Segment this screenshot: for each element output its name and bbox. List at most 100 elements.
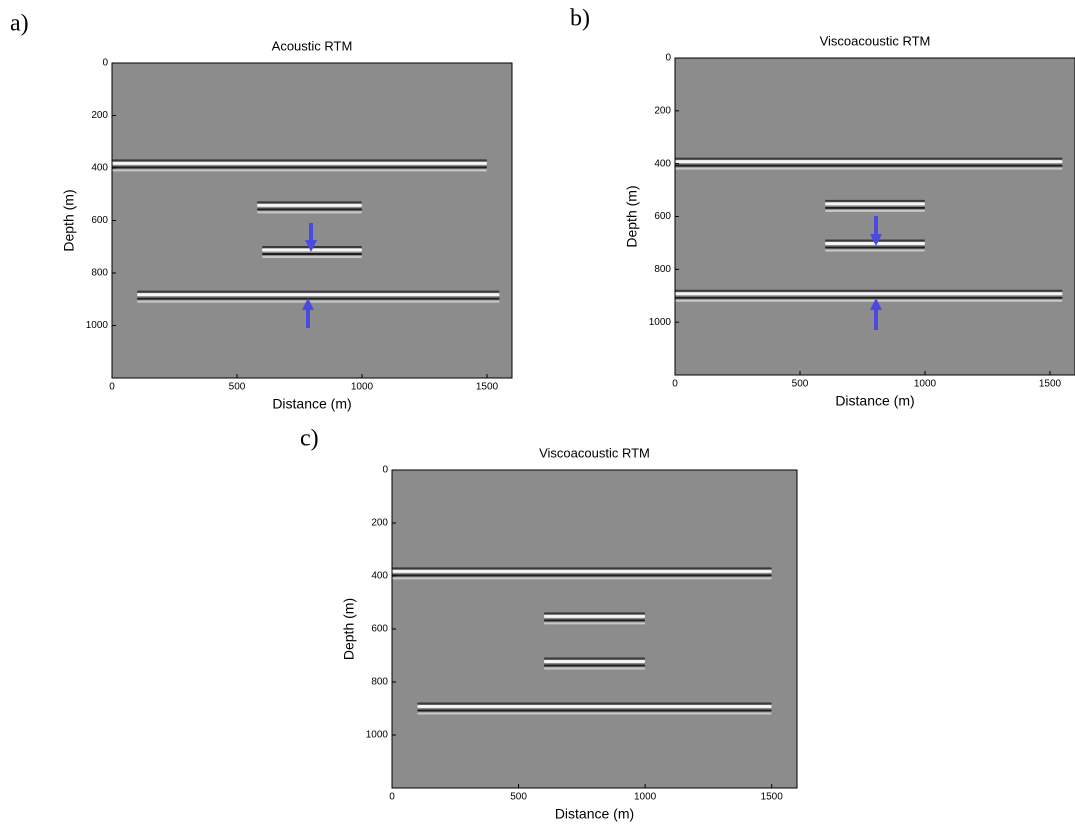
x-axis-label: Distance (m): [555, 806, 634, 822]
reflector-band: [675, 167, 1063, 170]
reflector-band: [825, 246, 925, 249]
plots: 0 500 1000 1500 0 200 400 600 800 1000 Acoustic RT…: [10, 6, 1075, 822]
reflector: [112, 159, 487, 172]
reflector-band: [417, 705, 772, 708]
reflector-band: [543, 612, 646, 615]
reflector-band: [543, 659, 646, 663]
x-tick-label: 1500: [476, 382, 499, 393]
y-tick-label: 600: [91, 215, 108, 226]
reflector: [543, 612, 646, 625]
panel-label: c): [300, 426, 319, 452]
panel-label: a): [10, 11, 29, 37]
reflector-band: [543, 614, 646, 618]
x-tick-label: 500: [510, 792, 527, 803]
reflector-band: [825, 209, 925, 212]
reflector-band: [392, 577, 772, 580]
panel-label: b): [570, 6, 590, 32]
y-tick-label: 200: [371, 518, 388, 529]
y-axis-label: Depth (m): [341, 598, 357, 660]
reflector: [675, 289, 1063, 302]
x-tick-label: 1000: [634, 792, 657, 803]
chart-title: Acoustic RTM: [272, 38, 353, 53]
reflector: [543, 657, 646, 670]
reflector: [417, 702, 772, 715]
reflector-band: [543, 619, 646, 622]
chart-title: Viscoacoustic RTM: [820, 33, 931, 48]
reflector-band: [825, 242, 925, 246]
reflector: [825, 199, 925, 212]
reflector-band: [543, 622, 646, 625]
reflector-band: [262, 256, 362, 258]
chart-title: Viscoacoustic RTM: [539, 445, 650, 460]
reflector-band: [825, 249, 925, 252]
y-tick-label: 0: [102, 58, 108, 69]
y-tick-label: 800: [91, 268, 108, 279]
reflector-band: [257, 201, 362, 204]
reflector-band: [112, 161, 487, 165]
reflector-band: [675, 296, 1063, 299]
x-tick-label: 500: [792, 379, 809, 390]
reflector-band: [675, 299, 1063, 302]
x-tick-label: 1000: [914, 379, 937, 390]
y-axis-label: Depth (m): [624, 185, 640, 247]
y-tick-label: 600: [654, 211, 671, 222]
reflector-band: [417, 712, 772, 715]
reflector-band: [262, 248, 362, 252]
reflector-band: [417, 702, 772, 705]
reflector-band: [112, 169, 487, 172]
x-tick-label: 1500: [761, 792, 784, 803]
reflector: [675, 157, 1063, 170]
reflector-band: [675, 160, 1063, 164]
reflector-band: [675, 157, 1063, 160]
y-tick-label: 200: [91, 110, 108, 121]
reflector-band: [675, 164, 1063, 167]
y-tick-label: 600: [371, 624, 388, 635]
y-tick-label: 800: [654, 264, 671, 275]
reflector-band: [825, 202, 925, 206]
x-tick-label: 0: [672, 379, 678, 390]
reflector: [392, 567, 772, 580]
reflector-band: [112, 166, 487, 169]
y-tick-label: 200: [654, 105, 671, 116]
y-tick-label: 400: [371, 571, 388, 582]
reflector: [257, 201, 362, 214]
y-tick-label: 1000: [649, 317, 672, 328]
x-tick-label: 0: [389, 792, 395, 803]
reflector-band: [543, 667, 646, 670]
arrows: [302, 216, 882, 330]
y-axis-label: Depth (m): [61, 189, 77, 251]
reflector-band: [392, 567, 772, 570]
reflector-band: [137, 300, 500, 303]
reflector-band: [675, 292, 1063, 296]
reflector-band: [137, 297, 500, 300]
reflector-band: [392, 574, 772, 577]
reflector-band: [543, 657, 646, 660]
y-tick-label: 0: [382, 465, 388, 476]
x-axis-label: Distance (m): [272, 396, 351, 412]
reflector-band: [137, 293, 500, 297]
reflector-band: [262, 246, 362, 248]
reflector-band: [262, 253, 362, 255]
y-tick-label: 1000: [366, 730, 389, 741]
x-axis-label: Distance (m): [835, 393, 914, 409]
reflector: [137, 290, 500, 303]
x-tick-label: 1500: [1039, 379, 1062, 390]
reflector-band: [825, 206, 925, 209]
x-tick-label: 1000: [351, 382, 374, 393]
y-tick-label: 1000: [86, 320, 109, 331]
reflector-band: [112, 159, 487, 162]
reflector-band: [137, 290, 500, 293]
y-tick-label: 0: [665, 53, 671, 64]
reflector-band: [675, 289, 1063, 292]
image-background: [392, 470, 797, 788]
x-tick-label: 0: [109, 382, 115, 393]
reflector-band: [543, 664, 646, 667]
y-tick-label: 400: [654, 158, 671, 169]
image-background: [112, 63, 512, 378]
x-tick-label: 500: [229, 382, 246, 393]
reflector-band: [257, 203, 362, 207]
reflector-band: [825, 199, 925, 202]
y-tick-label: 400: [91, 163, 108, 174]
reflector-band: [257, 208, 362, 211]
